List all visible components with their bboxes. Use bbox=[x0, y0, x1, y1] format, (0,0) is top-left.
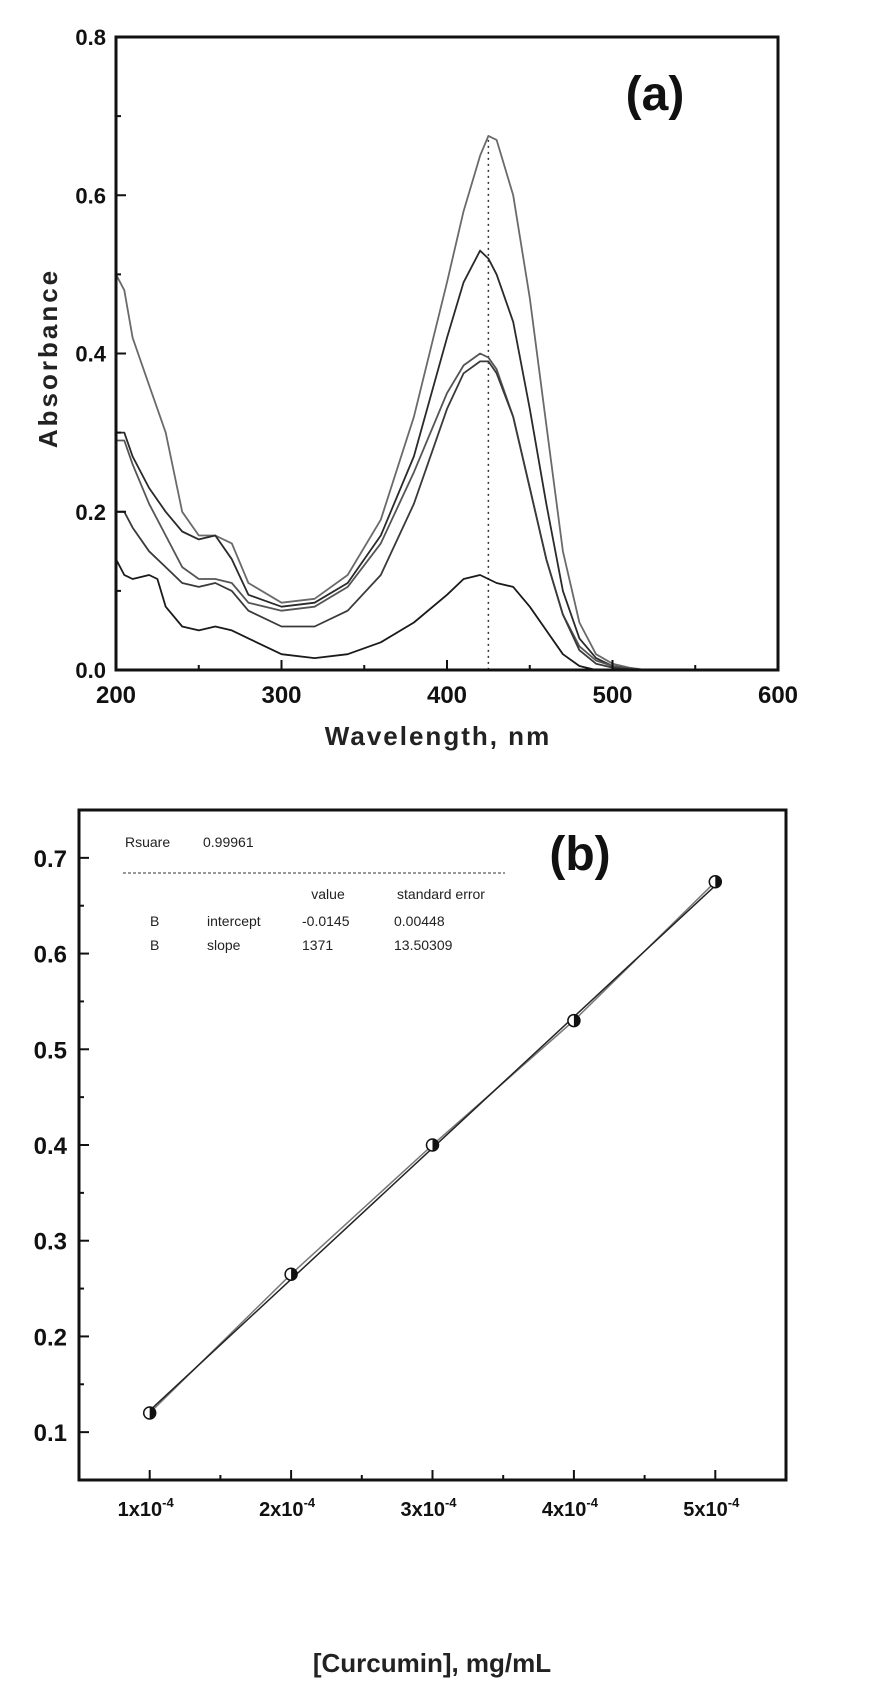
fit-col-error-header: standard error bbox=[397, 886, 485, 902]
chart-panel-b: (b) [Curcumin], mg/mL Rsuare 0.99961 val… bbox=[34, 808, 788, 1678]
y-tick-label: 0.3 bbox=[34, 1229, 67, 1256]
fit-row-name: B bbox=[150, 913, 159, 929]
fit-col-value-header: value bbox=[311, 886, 345, 902]
x-tick-label: 3x10-4 bbox=[400, 1495, 457, 1521]
panel-a-y-axis-title: Absorbance bbox=[33, 268, 63, 448]
spectrum-line-1 bbox=[115, 135, 679, 671]
data-point bbox=[425, 1138, 440, 1152]
fit-row-name: B bbox=[150, 937, 159, 953]
rsquare-value: 0.99961 bbox=[203, 834, 254, 850]
spectrum-line-4 bbox=[116, 360, 679, 671]
y-tick-label: 0.4 bbox=[34, 1133, 68, 1160]
data-point bbox=[284, 1267, 298, 1281]
data-point-fill bbox=[149, 1407, 156, 1419]
fit-row-error: 0.00448 bbox=[394, 913, 445, 929]
data-point-fill bbox=[573, 1014, 580, 1027]
x-tick-label: 500 bbox=[592, 682, 632, 709]
fit-row-error: 13.50309 bbox=[394, 937, 453, 953]
data-point-fill bbox=[715, 875, 722, 888]
data-point bbox=[708, 875, 723, 889]
x-tick-label: 300 bbox=[261, 682, 301, 709]
y-tick-label: 0.1 bbox=[34, 1420, 67, 1447]
y-tick-label: 0.4 bbox=[75, 342, 106, 367]
y-tick-label: 0.6 bbox=[34, 942, 67, 969]
spectrum-line-2 bbox=[116, 249, 679, 671]
data-point-fill bbox=[432, 1139, 439, 1151]
fit-row-value: -0.0145 bbox=[302, 913, 350, 929]
fit-row-param: intercept bbox=[207, 913, 261, 929]
fit-row-param: slope bbox=[207, 937, 241, 953]
spectrum-line-3 bbox=[116, 352, 679, 671]
x-tick-label: 1x10-4 bbox=[118, 1495, 175, 1521]
panel-b-x-axis-title: [Curcumin], mg/mL bbox=[313, 1648, 551, 1678]
y-tick-label: 0.0 bbox=[75, 658, 106, 683]
x-tick-label: 4x10-4 bbox=[542, 1495, 599, 1521]
y-tick-label: 0.5 bbox=[34, 1037, 67, 1064]
x-tick-label: 200 bbox=[96, 682, 136, 709]
panel-b-label: (b) bbox=[549, 828, 610, 881]
x-tick-label: 5x10-4 bbox=[683, 1495, 740, 1521]
fit-results-table: Rsuare 0.99961 value standard error B in… bbox=[123, 834, 505, 953]
y-tick-label: 0.8 bbox=[75, 25, 106, 50]
rsquare-label: Rsuare bbox=[125, 834, 170, 850]
data-point bbox=[142, 1406, 157, 1420]
x-tick-label: 2x10-4 bbox=[259, 1495, 316, 1521]
y-tick-label: 0.2 bbox=[75, 500, 106, 525]
chart-panel-a: (a) Wavelength, nm Absorbance 200 300 400 5… bbox=[33, 25, 798, 751]
spectrum-line-5 bbox=[115, 558, 613, 671]
x-tick-label: 400 bbox=[427, 682, 467, 709]
y-tick-label: 0.2 bbox=[34, 1324, 67, 1351]
panel-a-x-axis-title: Wavelength, nm bbox=[325, 721, 551, 751]
fit-row-value: 1371 bbox=[302, 937, 333, 953]
data-point-fill bbox=[291, 1268, 298, 1281]
data-point bbox=[567, 1013, 581, 1028]
x-tick-label: 600 bbox=[758, 682, 798, 709]
y-tick-label: 0.7 bbox=[34, 846, 67, 873]
y-tick-label: 0.6 bbox=[75, 183, 106, 208]
panel-a-label: (a) bbox=[626, 68, 685, 121]
